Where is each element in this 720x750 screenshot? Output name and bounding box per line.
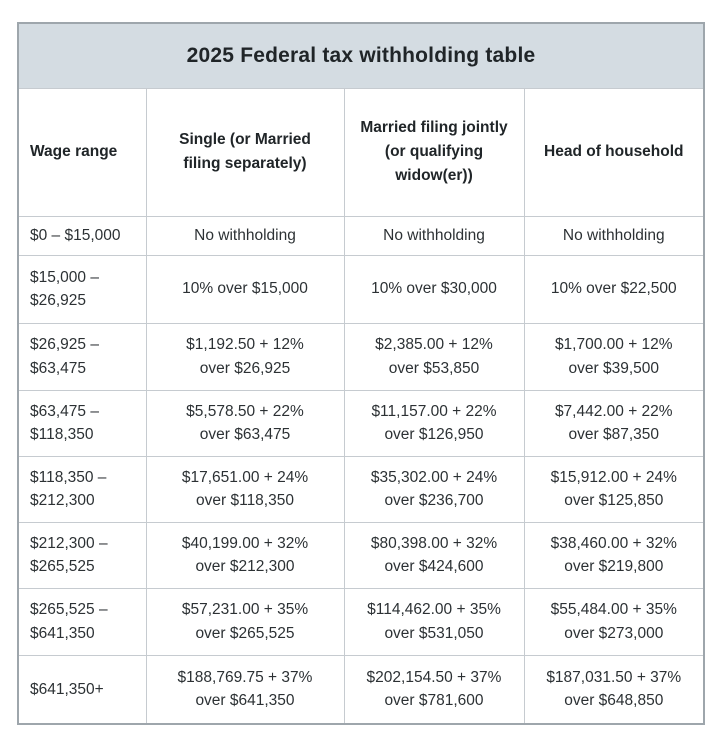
cell-married-jointly: $2,385.00 + 12% over $53,850	[343, 322, 525, 391]
table-row: $0 – $15,000 No withholding No withholdi…	[17, 215, 705, 256]
cell-single: $1,192.50 + 12% over $26,925	[145, 322, 345, 391]
column-header-wage-range: Wage range	[17, 87, 147, 217]
table-row: $26,925 – $63,475 $1,192.50 + 12% over $…	[17, 322, 705, 391]
tax-withholding-table: 2025 Federal tax withholding table Wage …	[17, 22, 706, 725]
cell-head-of-household: $15,912.00 + 24% over $125,850	[523, 455, 705, 523]
cell-married-jointly: $114,462.00 + 35% over $531,050	[343, 587, 525, 656]
cell-married-jointly: $202,154.50 + 37% over $781,600	[343, 654, 525, 725]
cell-married-jointly: $11,157.00 + 22% over $126,950	[343, 389, 525, 457]
cell-head-of-household: No withholding	[523, 215, 705, 256]
cell-wage-range: $212,300 – $265,525	[17, 521, 147, 589]
cell-head-of-household: 10% over $22,500	[523, 254, 705, 324]
cell-single: $40,199.00 + 32% over $212,300	[145, 521, 345, 589]
cell-single: $17,651.00 + 24% over $118,350	[145, 455, 345, 523]
cell-head-of-household: $55,484.00 + 35% over $273,000	[523, 587, 705, 656]
cell-head-of-household: $187,031.50 + 37% over $648,850	[523, 654, 705, 725]
column-header-head-of-household: Head of household	[523, 87, 705, 217]
column-header-row: Wage range Single (or Married filing sep…	[17, 87, 705, 217]
cell-single: 10% over $15,000	[145, 254, 345, 324]
cell-married-jointly: No withholding	[343, 215, 525, 256]
table-row: $212,300 – $265,525 $40,199.00 + 32% ove…	[17, 521, 705, 589]
cell-married-jointly: 10% over $30,000	[343, 254, 525, 324]
cell-married-jointly: $80,398.00 + 32% over $424,600	[343, 521, 525, 589]
table-row: $15,000 – $26,925 10% over $15,000 10% o…	[17, 254, 705, 324]
cell-wage-range: $26,925 – $63,475	[17, 322, 147, 391]
cell-single: $57,231.00 + 35% over $265,525	[145, 587, 345, 656]
cell-wage-range: $118,350 – $212,300	[17, 455, 147, 523]
table-body: $0 – $15,000 No withholding No withholdi…	[17, 215, 705, 725]
cell-wage-range: $265,525 – $641,350	[17, 587, 147, 656]
column-header-married-jointly: Married filing jointly (or qualifying wi…	[343, 87, 525, 217]
title-row: 2025 Federal tax withholding table	[17, 22, 705, 89]
cell-head-of-household: $38,460.00 + 32% over $219,800	[523, 521, 705, 589]
cell-head-of-household: $7,442.00 + 22% over $87,350	[523, 389, 705, 457]
cell-head-of-household: $1,700.00 + 12% over $39,500	[523, 322, 705, 391]
table-row: $118,350 – $212,300 $17,651.00 + 24% ove…	[17, 455, 705, 523]
table-row: $265,525 – $641,350 $57,231.00 + 35% ove…	[17, 587, 705, 656]
table-row: $63,475 – $118,350 $5,578.50 + 22% over …	[17, 389, 705, 457]
cell-wage-range: $0 – $15,000	[17, 215, 147, 256]
page-title: 2025 Federal tax withholding table	[17, 22, 705, 89]
cell-single: No withholding	[145, 215, 345, 256]
cell-single: $188,769.75 + 37% over $641,350	[145, 654, 345, 725]
table-row: $641,350+ $188,769.75 + 37% over $641,35…	[17, 654, 705, 725]
cell-wage-range: $63,475 – $118,350	[17, 389, 147, 457]
cell-wage-range: $641,350+	[17, 654, 147, 725]
cell-married-jointly: $35,302.00 + 24% over $236,700	[343, 455, 525, 523]
cell-wage-range: $15,000 – $26,925	[17, 254, 147, 324]
cell-single: $5,578.50 + 22% over $63,475	[145, 389, 345, 457]
column-header-single: Single (or Married filing separately)	[145, 87, 345, 217]
